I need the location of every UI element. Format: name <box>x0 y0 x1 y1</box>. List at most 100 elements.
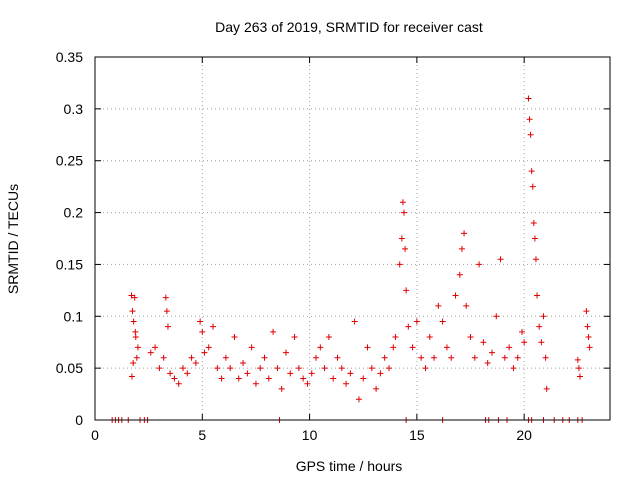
data-point <box>171 375 178 382</box>
y-tick-label: 0.05 <box>56 360 83 376</box>
data-point <box>199 328 206 335</box>
data-point <box>188 354 195 361</box>
y-tick-label: 0.3 <box>64 101 84 117</box>
data-point <box>422 365 429 372</box>
data-point <box>476 261 483 268</box>
data-point <box>467 334 474 341</box>
data-point <box>510 365 517 372</box>
data-point <box>493 313 500 320</box>
data-point <box>528 168 535 175</box>
y-tick-label: 0.35 <box>56 49 83 65</box>
data-point <box>248 344 255 351</box>
data-point <box>364 344 371 351</box>
data-point <box>338 365 345 372</box>
data-point <box>240 359 247 366</box>
data-point <box>129 308 136 315</box>
data-point <box>128 373 135 380</box>
data-point <box>156 365 163 372</box>
data-point <box>538 339 545 346</box>
data-point <box>519 328 526 335</box>
data-point <box>402 245 409 252</box>
data-point <box>210 323 217 330</box>
data-point <box>197 318 204 325</box>
data-point <box>160 354 167 361</box>
x-tick-label: 5 <box>198 427 206 443</box>
data-point <box>192 359 199 366</box>
data-points <box>109 95 593 423</box>
data-point <box>461 230 468 237</box>
data-point <box>413 318 420 325</box>
data-point <box>282 349 289 356</box>
data-point <box>448 354 455 361</box>
data-point <box>308 370 315 377</box>
data-point <box>534 292 541 299</box>
data-point <box>313 354 320 361</box>
data-point <box>396 261 403 268</box>
data-point <box>390 344 397 351</box>
data-point <box>409 344 416 351</box>
data-point <box>506 344 513 351</box>
data-point <box>576 373 583 380</box>
data-point <box>529 183 536 190</box>
data-point <box>163 308 170 315</box>
data-point <box>130 318 137 325</box>
x-tick-label: 20 <box>516 427 532 443</box>
data-point <box>585 334 592 341</box>
data-point <box>418 354 425 361</box>
data-point <box>463 302 470 309</box>
data-point <box>543 385 550 392</box>
data-point <box>525 95 532 102</box>
x-axis-label: GPS time / hours <box>296 458 403 474</box>
data-point <box>132 334 139 341</box>
x-tick-label: 15 <box>409 427 425 443</box>
data-point <box>270 328 277 335</box>
data-point <box>175 380 182 387</box>
grid-lines <box>95 57 610 420</box>
data-point <box>184 370 191 377</box>
data-point <box>377 370 384 377</box>
data-point <box>368 365 375 372</box>
data-point <box>360 375 367 382</box>
y-tick-label: 0.25 <box>56 153 83 169</box>
data-point <box>530 219 537 226</box>
chart-title: Day 263 of 2019, SRMTID for receiver cas… <box>215 19 483 35</box>
data-point <box>214 365 221 372</box>
data-point <box>222 354 229 361</box>
data-point <box>261 354 268 361</box>
data-point <box>252 380 259 387</box>
data-point <box>295 365 302 372</box>
data-point <box>300 375 307 382</box>
data-point <box>134 344 141 351</box>
data-point <box>179 365 186 372</box>
data-point <box>458 245 465 252</box>
data-point <box>355 396 362 403</box>
data-point <box>128 292 135 299</box>
data-point <box>401 209 407 216</box>
data-point <box>227 365 234 372</box>
data-point <box>257 365 264 372</box>
data-point <box>343 380 350 387</box>
data-point <box>274 365 281 372</box>
data-point <box>575 365 582 372</box>
data-point <box>514 354 521 361</box>
data-point <box>347 370 354 377</box>
data-point <box>488 349 495 356</box>
data-point <box>287 370 294 377</box>
data-point <box>439 318 446 325</box>
data-point <box>398 235 405 242</box>
data-point <box>162 294 169 301</box>
data-point <box>373 385 380 392</box>
y-tick-label: 0.2 <box>64 205 84 221</box>
data-point <box>574 356 581 363</box>
data-point <box>532 256 539 263</box>
y-tick-label: 0.15 <box>56 256 83 272</box>
data-point <box>527 131 534 138</box>
data-point <box>443 344 450 351</box>
axis-ticks: 0 5 10 15 20 0 0.05 0.1 0.15 0.2 0.25 0.3 0.35 <box>56 49 610 443</box>
x-tick-label: 10 <box>302 427 318 443</box>
data-point <box>235 375 242 382</box>
data-point <box>147 349 154 356</box>
data-point <box>325 334 332 341</box>
y-tick-label: 0.1 <box>64 308 84 324</box>
data-point <box>201 349 208 356</box>
